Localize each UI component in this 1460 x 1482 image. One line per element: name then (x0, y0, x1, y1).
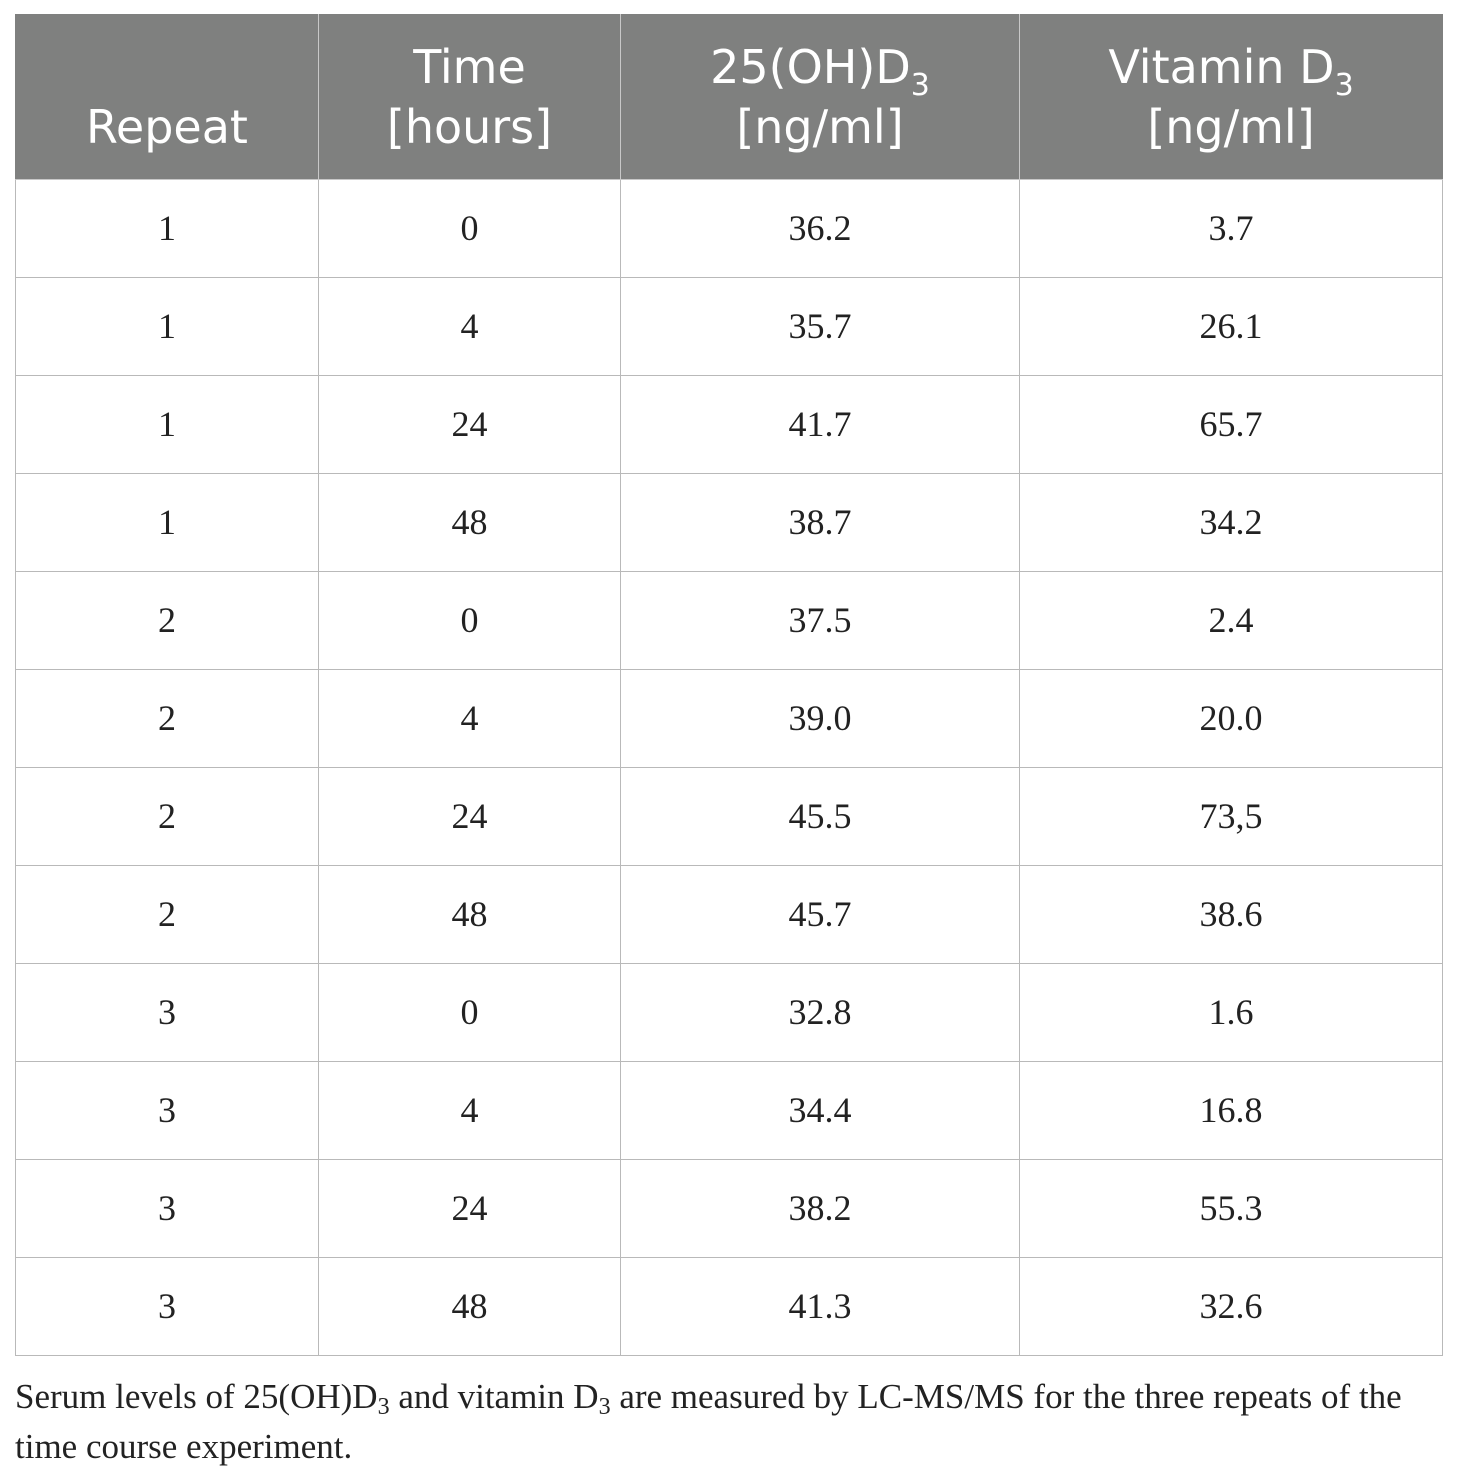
cell-vitamin-d3: 32.6 (1019, 1256, 1443, 1356)
cell-25ohd3: 38.2 (620, 1158, 1020, 1258)
header-row: Repeat Time [hours] 25(OH)D3 [ng/ml] Vit… (15, 14, 1443, 180)
cell-repeat: 2 (15, 766, 319, 866)
cell-time: 0 (318, 962, 621, 1062)
cell-time: 24 (318, 1158, 621, 1258)
caption-sub2: 3 (598, 1394, 611, 1420)
header-vitamin-d3: Vitamin D3 [ng/ml] (1019, 14, 1443, 180)
table-row: 2 24 45.5 73,5 (15, 766, 1443, 866)
cell-25ohd3: 35.7 (620, 276, 1020, 376)
cell-time: 24 (318, 766, 621, 866)
header-vitamin-d3-name: Vitamin D (1108, 39, 1335, 94)
cell-time: 0 (318, 570, 621, 670)
cell-time: 0 (318, 178, 621, 278)
table-row: 2 0 37.5 2.4 (15, 570, 1443, 670)
header-25ohd3-unit: [ng/ml] (736, 99, 904, 154)
cell-vitamin-d3: 3.7 (1019, 178, 1443, 278)
cell-repeat: 3 (15, 1158, 319, 1258)
cell-25ohd3: 36.2 (620, 178, 1020, 278)
table-row: 3 4 34.4 16.8 (15, 1060, 1443, 1160)
header-vitamin-d3-line1: Vitamin D3 (1020, 37, 1442, 101)
header-time-line1: Time (413, 39, 526, 94)
data-table: Repeat Time [hours] 25(OH)D3 [ng/ml] Vit… (15, 14, 1443, 1356)
cell-repeat: 1 (15, 276, 319, 376)
table-row: 1 0 36.2 3.7 (15, 178, 1443, 278)
cell-repeat: 2 (15, 668, 319, 768)
cell-repeat: 3 (15, 962, 319, 1062)
table-caption: Serum levels of 25(OH)D3 and vitamin D3 … (15, 1372, 1450, 1472)
cell-25ohd3: 32.8 (620, 962, 1020, 1062)
cell-vitamin-d3: 2.4 (1019, 570, 1443, 670)
header-repeat: Repeat (15, 14, 319, 180)
cell-time: 48 (318, 864, 621, 964)
caption-part1: Serum levels of 25(OH)D (15, 1377, 378, 1416)
cell-25ohd3: 41.7 (620, 374, 1020, 474)
cell-vitamin-d3: 38.6 (1019, 864, 1443, 964)
header-time-line2: [hours] (386, 99, 553, 154)
cell-vitamin-d3: 65.7 (1019, 374, 1443, 474)
cell-25ohd3: 41.3 (620, 1256, 1020, 1356)
cell-time: 48 (318, 472, 621, 572)
caption-part3: are measured by LC-MS/MS for the three r… (15, 1377, 1402, 1466)
cell-vitamin-d3: 1.6 (1019, 962, 1443, 1062)
table-row: 3 24 38.2 55.3 (15, 1158, 1443, 1258)
table-row: 1 4 35.7 26.1 (15, 276, 1443, 376)
table-header: Repeat Time [hours] 25(OH)D3 [ng/ml] Vit… (15, 14, 1443, 180)
cell-time: 4 (318, 1060, 621, 1160)
table-row: 3 0 32.8 1.6 (15, 962, 1443, 1062)
cell-time: 48 (318, 1256, 621, 1356)
header-repeat-label: Repeat (86, 99, 248, 154)
table-row: 3 48 41.3 32.6 (15, 1256, 1443, 1356)
cell-repeat: 2 (15, 864, 319, 964)
cell-vitamin-d3: 73,5 (1019, 766, 1443, 866)
cell-vitamin-d3: 16.8 (1019, 1060, 1443, 1160)
table-body: 1 0 36.2 3.7 1 4 35.7 26.1 1 24 41.7 65.7 1 48 38.7 34.… (15, 178, 1443, 1356)
cell-25ohd3: 39.0 (620, 668, 1020, 768)
cell-repeat: 1 (15, 374, 319, 474)
header-vitamin-d3-unit: [ng/ml] (1147, 99, 1315, 154)
cell-time: 4 (318, 276, 621, 376)
cell-vitamin-d3: 55.3 (1019, 1158, 1443, 1258)
cell-vitamin-d3: 26.1 (1019, 276, 1443, 376)
cell-vitamin-d3: 20.0 (1019, 668, 1443, 768)
cell-repeat: 3 (15, 1060, 319, 1160)
header-time: Time [hours] (318, 14, 621, 180)
cell-25ohd3: 45.7 (620, 864, 1020, 964)
header-vitamin-d3-subscript: 3 (1334, 67, 1354, 103)
caption-part2: and vitamin D (389, 1377, 599, 1416)
cell-repeat: 1 (15, 472, 319, 572)
table-row: 1 48 38.7 34.2 (15, 472, 1443, 572)
cell-repeat: 2 (15, 570, 319, 670)
cell-repeat: 1 (15, 178, 319, 278)
cell-vitamin-d3: 34.2 (1019, 472, 1443, 572)
table-row: 2 48 45.7 38.6 (15, 864, 1443, 964)
cell-repeat: 3 (15, 1256, 319, 1356)
cell-25ohd3: 38.7 (620, 472, 1020, 572)
data-table-container: Repeat Time [hours] 25(OH)D3 [ng/ml] Vit… (15, 14, 1443, 1356)
header-25ohd3-name: 25(OH)D (710, 39, 911, 94)
cell-time: 24 (318, 374, 621, 474)
table-row: 1 24 41.7 65.7 (15, 374, 1443, 474)
header-25ohd3-line1: 25(OH)D3 (621, 37, 1019, 101)
cell-25ohd3: 37.5 (620, 570, 1020, 670)
header-25ohd3: 25(OH)D3 [ng/ml] (620, 14, 1020, 180)
cell-25ohd3: 45.5 (620, 766, 1020, 866)
cell-25ohd3: 34.4 (620, 1060, 1020, 1160)
caption-sub1: 3 (377, 1394, 390, 1420)
cell-time: 4 (318, 668, 621, 768)
table-row: 2 4 39.0 20.0 (15, 668, 1443, 768)
header-25ohd3-subscript: 3 (910, 67, 930, 103)
